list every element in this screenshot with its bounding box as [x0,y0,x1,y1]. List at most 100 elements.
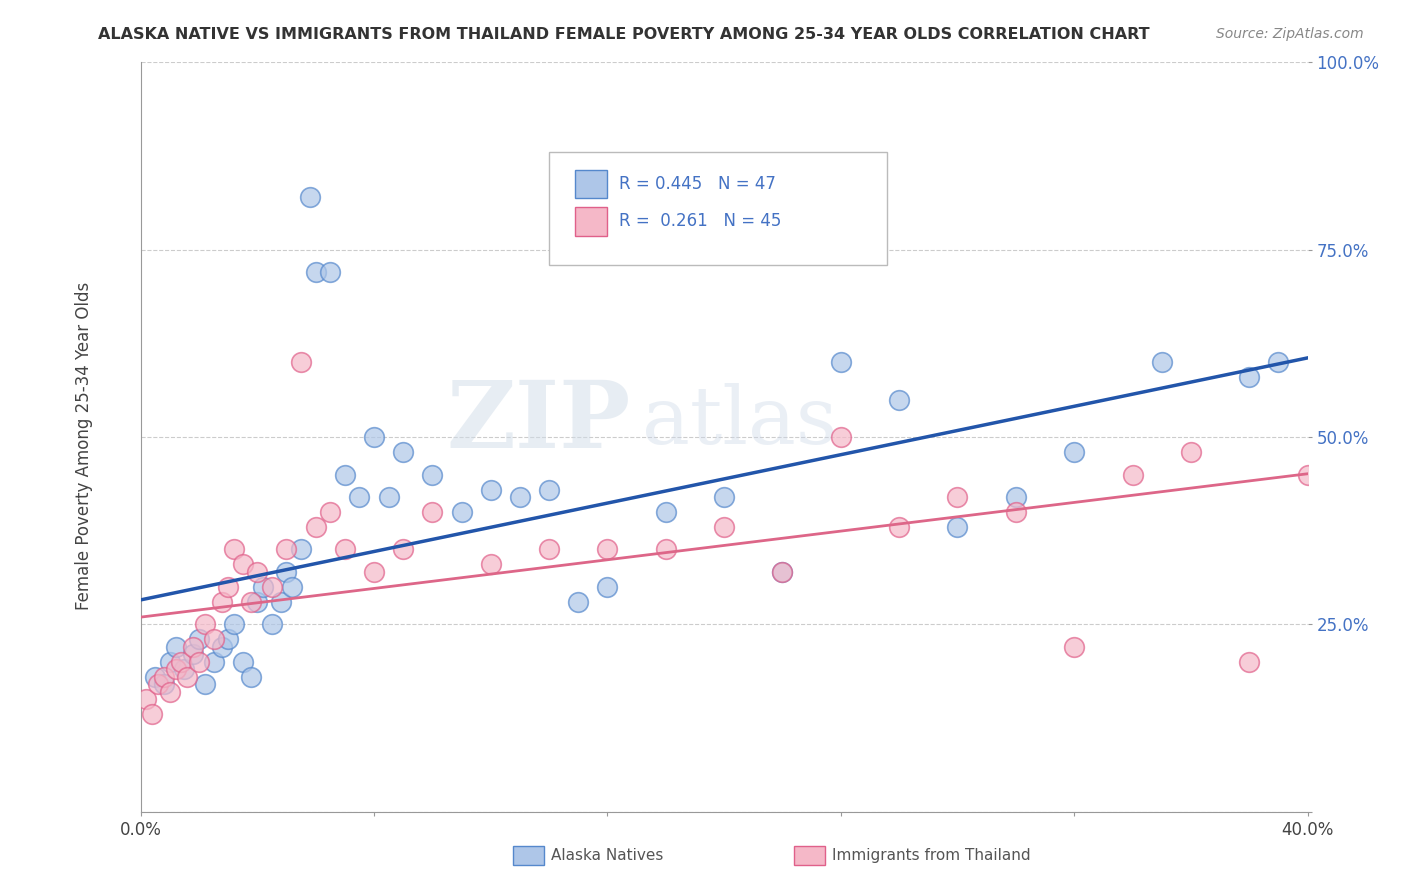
Point [217,632,239,647]
Point [153,670,176,684]
Point [173,662,195,676]
Point [538,542,561,557]
Point [222,617,245,632]
Point [194,617,217,632]
Point [363,430,385,444]
Point [188,632,211,647]
Point [479,558,502,572]
Point [260,617,283,632]
Point [276,565,298,579]
Point [276,542,298,557]
Point [135,692,157,706]
Point [305,265,328,279]
Text: Immigrants from Thailand: Immigrants from Thailand [832,848,1031,863]
Point [222,542,245,557]
Point [655,505,678,519]
Point [246,565,269,579]
Point [181,640,204,654]
Text: R = 0.445   N = 47: R = 0.445 N = 47 [619,175,776,193]
Point [319,505,342,519]
Point [290,542,312,557]
Point [298,190,321,204]
Point [1267,355,1289,369]
Point [202,655,225,669]
Point [1063,640,1085,654]
Point [159,685,181,699]
Point [176,670,198,684]
Point [538,483,561,497]
Point [567,595,589,609]
Point [1005,490,1028,504]
Point [830,430,852,444]
Text: Female Poverty Among 25-34 Year Olds: Female Poverty Among 25-34 Year Olds [76,282,93,610]
Point [1239,655,1261,669]
Point [392,445,415,459]
Point [772,565,794,579]
Point [143,670,166,684]
Point [146,677,169,691]
Point [270,595,292,609]
FancyBboxPatch shape [548,153,887,265]
Point [1296,467,1319,482]
Point [260,580,283,594]
Point [165,662,187,676]
Point [830,355,852,369]
Text: atlas: atlas [643,383,838,461]
Point [713,490,735,504]
Point [1063,445,1085,459]
Point [333,467,356,482]
Text: R =  0.261   N = 45: R = 0.261 N = 45 [619,212,782,230]
Point [202,632,225,647]
Point [596,542,619,557]
Point [889,520,911,534]
Point [290,355,312,369]
Point [596,580,619,594]
Point [1005,505,1028,519]
Point [422,467,444,482]
Point [232,655,254,669]
Point [655,542,678,557]
Point [170,655,193,669]
Point [333,542,356,557]
Point [165,640,187,654]
Point [240,595,263,609]
Point [319,265,342,279]
Point [1122,467,1144,482]
Point [252,580,274,594]
Point [181,648,204,662]
FancyBboxPatch shape [575,169,607,198]
Point [217,580,239,594]
Point [772,565,794,579]
Point [240,670,263,684]
Point [509,490,531,504]
Point [363,565,385,579]
Point [349,490,371,504]
Point [889,392,911,407]
Point [188,655,211,669]
Text: Alaska Natives: Alaska Natives [551,848,664,863]
Text: ALASKA NATIVE VS IMMIGRANTS FROM THAILAND FEMALE POVERTY AMONG 25-34 YEAR OLDS C: ALASKA NATIVE VS IMMIGRANTS FROM THAILAN… [98,27,1150,42]
Point [1355,430,1378,444]
Text: ZIP: ZIP [447,377,631,467]
Point [305,520,328,534]
Point [281,580,304,594]
Point [211,595,233,609]
Point [713,520,735,534]
Point [159,655,181,669]
Point [141,707,163,722]
Point [1180,445,1202,459]
Point [194,677,217,691]
Point [946,490,969,504]
Point [246,595,269,609]
Point [153,677,176,691]
Point [1150,355,1173,369]
Point [377,490,399,504]
Point [450,505,472,519]
Point [1239,370,1261,384]
Point [422,505,444,519]
Point [211,640,233,654]
Point [392,542,415,557]
Point [232,558,254,572]
FancyBboxPatch shape [575,207,607,235]
Point [946,520,969,534]
